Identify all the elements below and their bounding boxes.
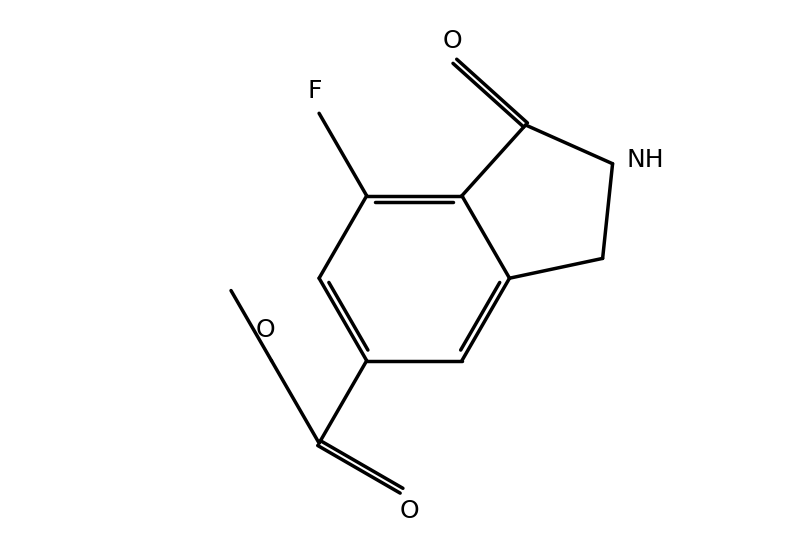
Text: O: O (399, 499, 419, 523)
Text: O: O (256, 319, 275, 342)
Text: NH: NH (626, 148, 664, 172)
Text: F: F (307, 79, 322, 103)
Text: O: O (443, 29, 462, 53)
